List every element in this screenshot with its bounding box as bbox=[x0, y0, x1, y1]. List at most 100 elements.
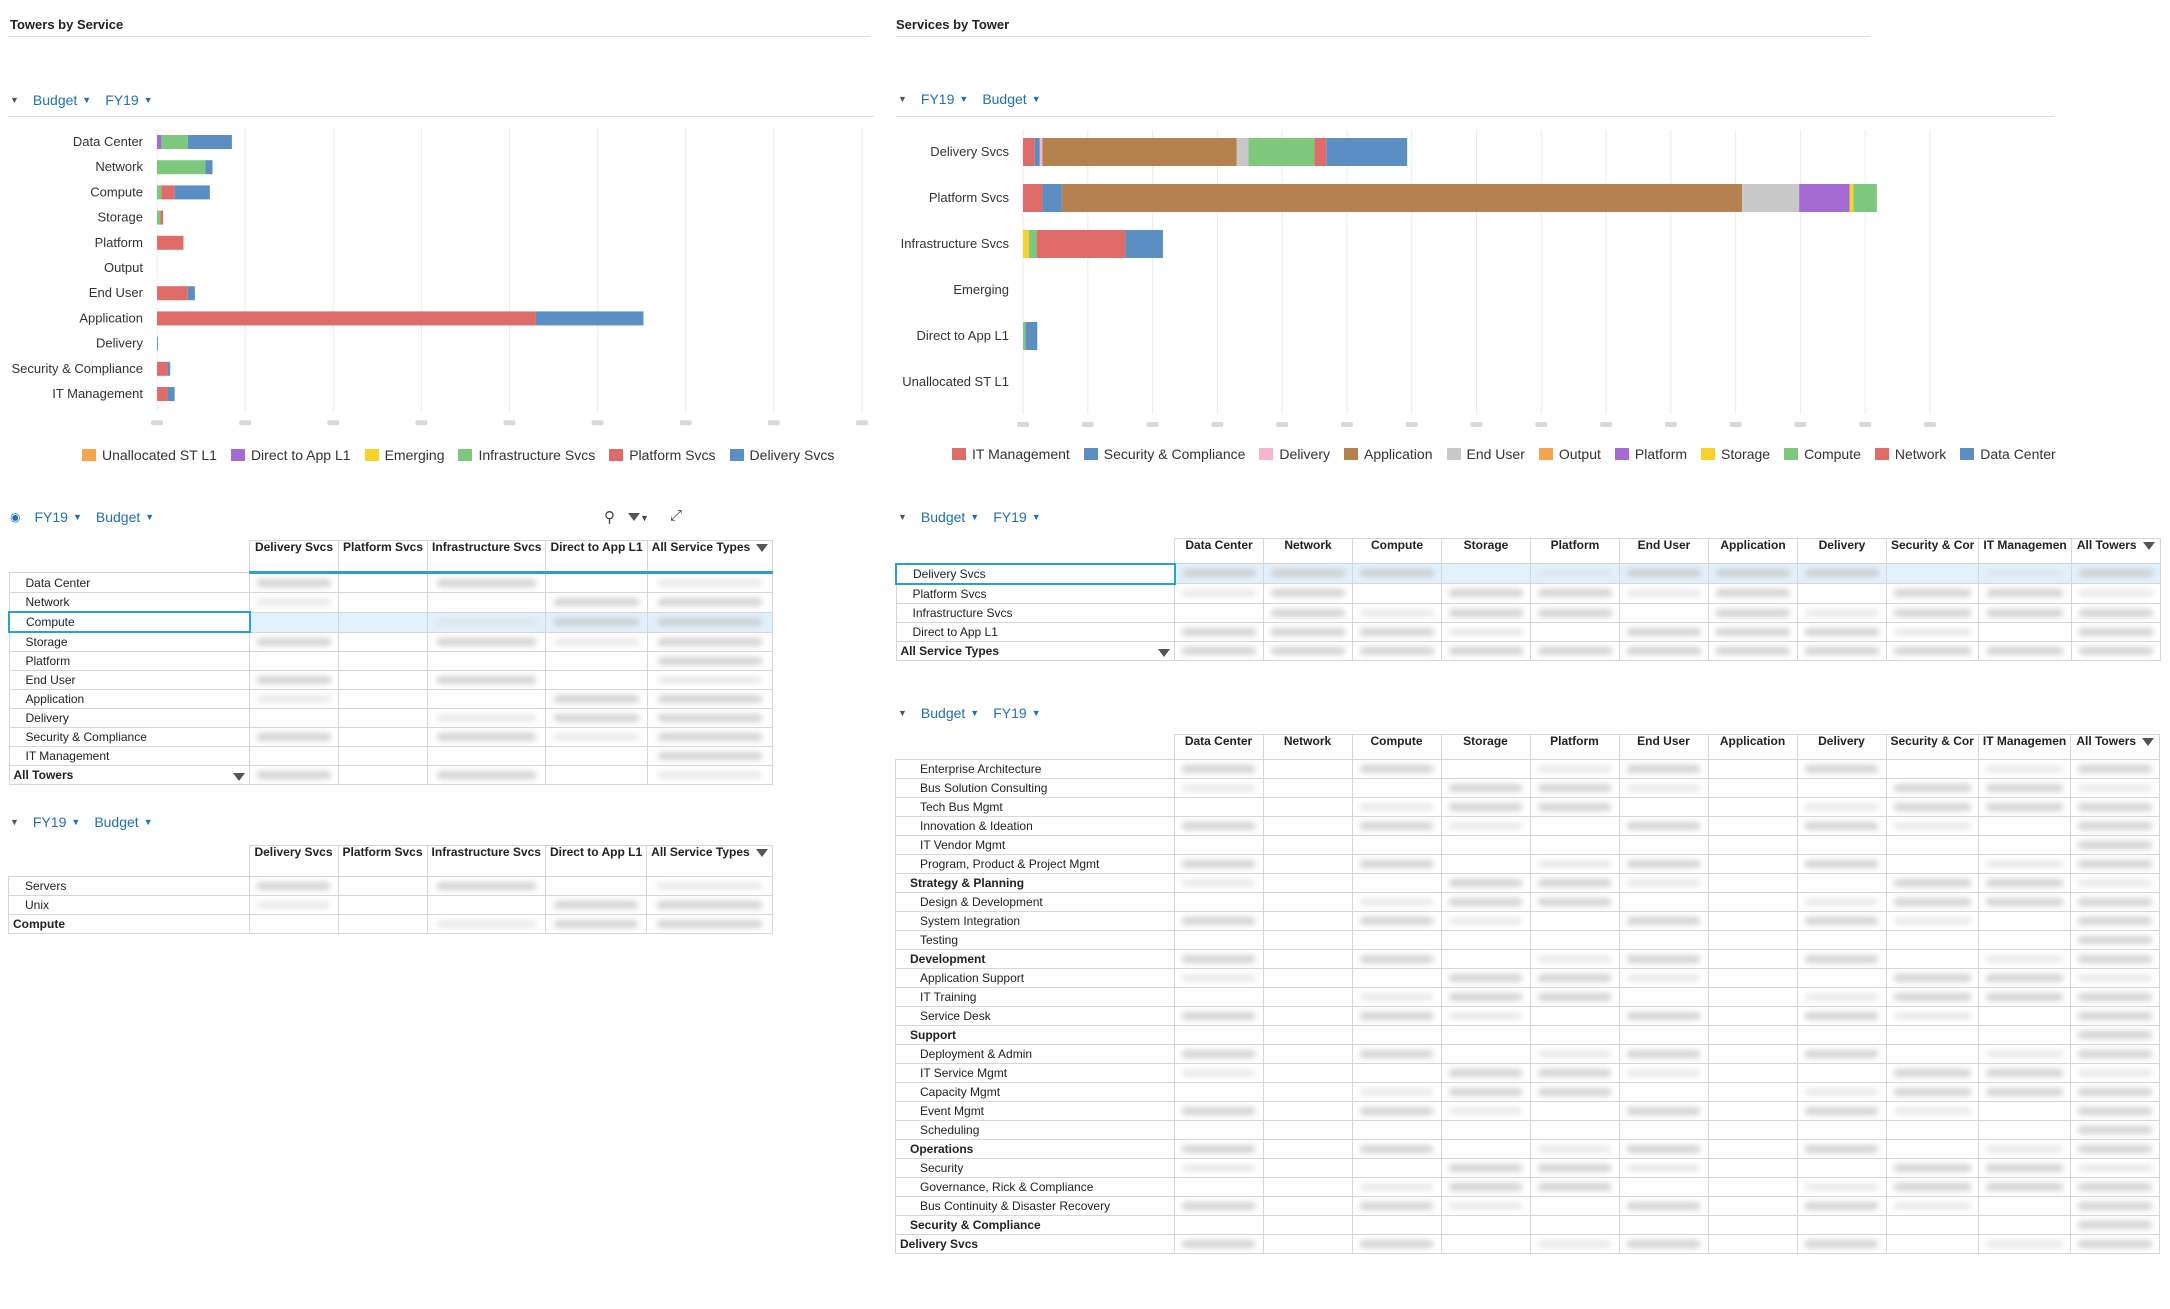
data-cell[interactable] bbox=[1885, 759, 1979, 779]
data-cell[interactable] bbox=[1173, 1234, 1264, 1254]
legend-item[interactable]: Platform bbox=[1614, 446, 1687, 462]
data-cell[interactable] bbox=[1707, 759, 1798, 779]
filter-icon[interactable] bbox=[2142, 737, 2155, 746]
data-cell[interactable] bbox=[1440, 759, 1531, 779]
data-cell[interactable] bbox=[1707, 949, 1798, 969]
data-cell[interactable] bbox=[1529, 797, 1620, 817]
data-cell[interactable] bbox=[427, 708, 547, 728]
tbs-bar-segment[interactable] bbox=[161, 135, 188, 149]
data-cell[interactable] bbox=[427, 651, 547, 671]
data-cell[interactable] bbox=[1707, 1101, 1798, 1121]
data-cell[interactable] bbox=[1977, 987, 2072, 1007]
data-cell[interactable] bbox=[1618, 968, 1709, 988]
table-row[interactable]: Support bbox=[895, 1025, 2161, 1045]
data-cell[interactable] bbox=[1707, 1196, 1798, 1216]
data-cell[interactable] bbox=[1351, 1025, 1442, 1045]
column-header[interactable]: End User bbox=[1618, 734, 1709, 760]
data-cell[interactable] bbox=[1977, 816, 2072, 836]
data-cell[interactable] bbox=[1262, 797, 1353, 817]
data-cell[interactable] bbox=[1796, 835, 1887, 855]
table-row[interactable]: End User bbox=[8, 670, 774, 690]
data-cell[interactable] bbox=[1441, 640, 1531, 661]
data-cell[interactable] bbox=[1440, 1044, 1531, 1064]
data-cell[interactable] bbox=[1796, 987, 1887, 1007]
data-cell[interactable] bbox=[427, 631, 547, 652]
data-cell[interactable] bbox=[426, 914, 546, 934]
data-cell[interactable] bbox=[1173, 835, 1264, 855]
data-cell[interactable] bbox=[1351, 1234, 1442, 1254]
sbt-bar-segment[interactable] bbox=[1853, 184, 1877, 212]
data-cell[interactable] bbox=[1618, 1101, 1709, 1121]
data-cell[interactable] bbox=[1885, 911, 1979, 931]
data-cell[interactable] bbox=[1263, 563, 1353, 584]
data-cell[interactable] bbox=[1707, 873, 1798, 893]
data-cell[interactable] bbox=[1173, 778, 1264, 798]
data-cell[interactable] bbox=[1173, 1158, 1264, 1178]
data-cell[interactable] bbox=[1618, 1158, 1709, 1178]
data-cell[interactable] bbox=[545, 727, 648, 747]
data-cell[interactable] bbox=[2070, 583, 2161, 604]
data-cell[interactable] bbox=[646, 895, 773, 915]
data-cell[interactable] bbox=[1796, 1101, 1887, 1121]
data-cell[interactable] bbox=[1440, 1025, 1531, 1045]
data-cell[interactable] bbox=[1707, 1215, 1798, 1235]
data-cell[interactable] bbox=[1618, 873, 1709, 893]
data-cell[interactable] bbox=[1618, 1044, 1709, 1064]
sbt-bar-segment[interactable] bbox=[1036, 230, 1126, 258]
data-cell[interactable] bbox=[1977, 1234, 2072, 1254]
data-cell[interactable] bbox=[1885, 987, 1979, 1007]
fy-dropdown[interactable]: FY19 ▼ bbox=[920, 91, 969, 107]
data-cell[interactable] bbox=[1440, 1063, 1531, 1083]
data-cell[interactable] bbox=[1440, 987, 1531, 1007]
data-cell[interactable] bbox=[1796, 816, 1887, 836]
tbs-bar-segment[interactable] bbox=[157, 387, 168, 401]
data-cell[interactable] bbox=[1796, 854, 1887, 874]
data-cell[interactable] bbox=[1351, 873, 1442, 893]
data-cell[interactable] bbox=[337, 765, 429, 785]
data-cell[interactable] bbox=[1977, 930, 2072, 950]
data-cell[interactable] bbox=[1530, 563, 1620, 584]
sbt-bar-segment[interactable] bbox=[1042, 138, 1237, 166]
tbs-bar-segment[interactable] bbox=[157, 185, 162, 200]
sbt-bar-segment[interactable] bbox=[1042, 184, 1062, 212]
row-header[interactable]: Application bbox=[8, 689, 250, 709]
row-header[interactable]: Servers bbox=[8, 876, 250, 896]
data-cell[interactable] bbox=[1529, 968, 1620, 988]
data-cell[interactable] bbox=[337, 746, 429, 766]
data-cell[interactable] bbox=[1262, 1082, 1353, 1102]
table-row[interactable]: Security & Compliance bbox=[8, 727, 774, 747]
row-header[interactable]: IT Management bbox=[8, 746, 250, 766]
data-cell[interactable] bbox=[1619, 583, 1709, 604]
data-cell[interactable] bbox=[1351, 1044, 1442, 1064]
data-cell[interactable] bbox=[545, 572, 648, 593]
sbt-bar-segment[interactable] bbox=[1025, 322, 1038, 350]
data-cell[interactable] bbox=[1618, 816, 1709, 836]
table-row[interactable]: Servers bbox=[8, 876, 773, 896]
column-header[interactable]: Infrastructure Svcs bbox=[426, 845, 546, 877]
data-cell[interactable] bbox=[1619, 621, 1709, 642]
table-row[interactable]: Compute bbox=[8, 914, 773, 934]
data-cell[interactable] bbox=[1441, 602, 1531, 623]
row-header[interactable]: Delivery Svcs bbox=[895, 1234, 1175, 1254]
data-cell[interactable] bbox=[1262, 1063, 1353, 1083]
data-cell[interactable] bbox=[1440, 1196, 1531, 1216]
table-row[interactable]: Service Desk bbox=[895, 1006, 2161, 1026]
filter-icon[interactable] bbox=[233, 773, 245, 781]
data-cell[interactable] bbox=[2070, 854, 2161, 874]
data-cell[interactable] bbox=[1707, 1158, 1798, 1178]
data-cell[interactable] bbox=[426, 895, 546, 915]
table-row[interactable]: Development bbox=[895, 949, 2161, 969]
filter-icon[interactable] bbox=[2142, 541, 2155, 550]
data-cell[interactable] bbox=[1618, 1215, 1709, 1235]
data-cell[interactable] bbox=[1977, 1101, 2072, 1121]
data-cell[interactable] bbox=[1352, 563, 1442, 584]
row-header[interactable]: Capacity Mgmt bbox=[895, 1082, 1175, 1102]
data-cell[interactable] bbox=[1530, 602, 1620, 623]
column-header[interactable]: Platform bbox=[1530, 538, 1620, 564]
data-cell[interactable] bbox=[646, 651, 774, 671]
data-cell[interactable] bbox=[1440, 1139, 1531, 1159]
collapse-caret-icon[interactable]: ▼ bbox=[898, 512, 907, 522]
data-cell[interactable] bbox=[1885, 892, 1979, 912]
table-row[interactable]: Security & Compliance bbox=[895, 1215, 2161, 1235]
data-cell[interactable] bbox=[1351, 1120, 1442, 1140]
